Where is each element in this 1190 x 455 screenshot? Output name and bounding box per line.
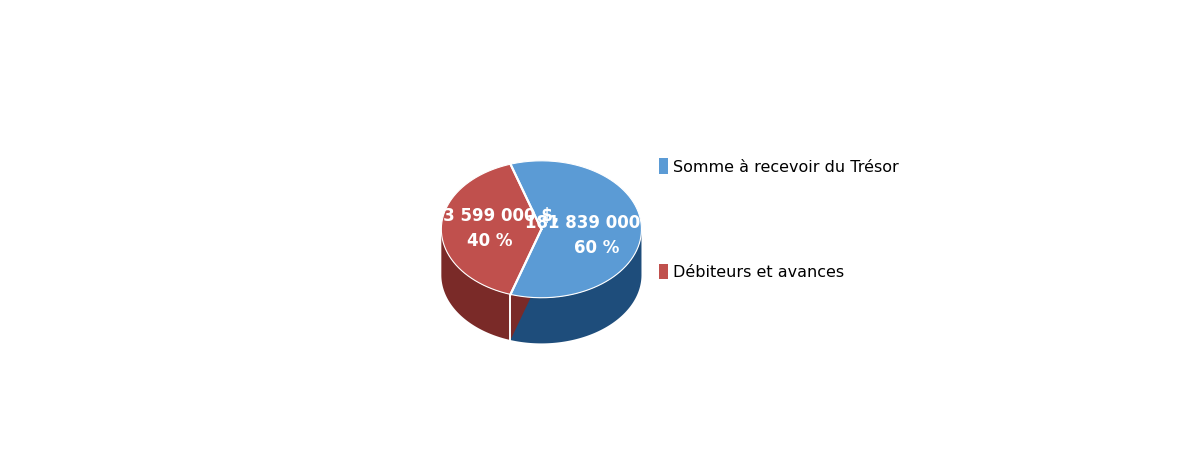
Text: 60 %: 60 % <box>575 238 620 256</box>
Text: Somme à recevoir du Trésor: Somme à recevoir du Trésor <box>674 159 898 174</box>
Text: 40 %: 40 % <box>466 231 512 249</box>
Text: 181 839 000 $ ,: 181 839 000 $ , <box>525 214 669 232</box>
Polygon shape <box>511 230 541 340</box>
Polygon shape <box>441 165 541 295</box>
FancyBboxPatch shape <box>659 264 668 280</box>
Polygon shape <box>511 230 541 340</box>
FancyBboxPatch shape <box>659 159 668 175</box>
Polygon shape <box>511 162 641 298</box>
Text: 123 599 000 $,: 123 599 000 $, <box>420 207 559 225</box>
Polygon shape <box>441 230 511 340</box>
Text: Débiteurs et avances: Débiteurs et avances <box>674 264 844 279</box>
Polygon shape <box>511 230 641 344</box>
